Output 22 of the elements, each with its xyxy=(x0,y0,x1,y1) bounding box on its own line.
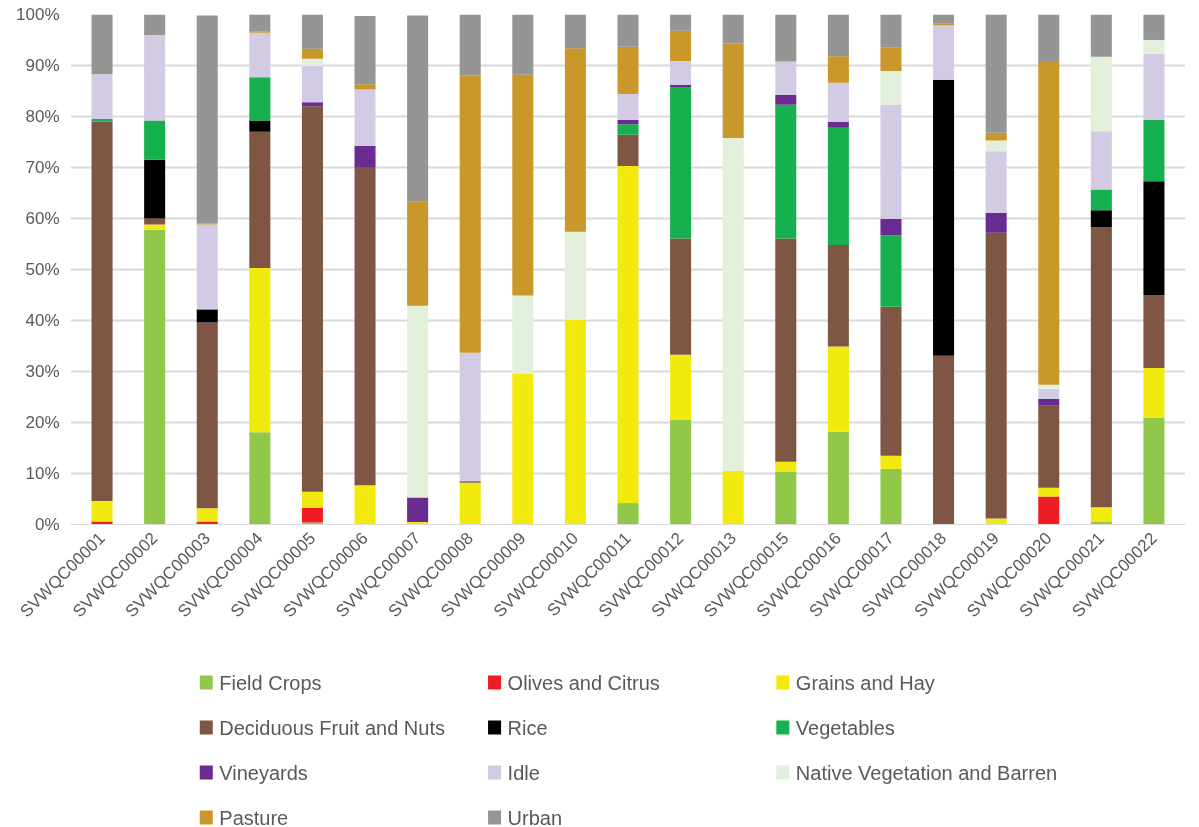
legend-label: Field Crops xyxy=(219,671,322,694)
y-tick-label: 80% xyxy=(25,107,60,126)
y-tick-label: 10% xyxy=(25,464,60,483)
legend-label: Idle xyxy=(507,761,540,784)
legend-label: Native Vegetation and Barren xyxy=(795,761,1058,784)
legend-label: Vegetables xyxy=(795,716,895,739)
y-tick-label: 100% xyxy=(16,5,60,24)
y-tick-label: 70% xyxy=(25,158,60,177)
y-tick-label: 50% xyxy=(25,260,60,279)
legend-label: Pasture xyxy=(219,806,289,827)
y-tick-label: 30% xyxy=(25,362,60,381)
y-tick-label: 20% xyxy=(25,413,60,432)
legend-label: Deciduous Fruit and Nuts xyxy=(219,716,445,739)
y-tick-label: 0% xyxy=(34,515,60,534)
y-tick-label: 60% xyxy=(25,209,60,228)
legend-label: Grains and Hay xyxy=(795,671,935,694)
legend-label: Urban xyxy=(507,806,563,827)
y-tick-label: 90% xyxy=(25,56,60,75)
legend-label: Vineyards xyxy=(219,761,308,784)
legend-label: Rice xyxy=(507,716,548,739)
legend-label: Olives and Citrus xyxy=(507,671,660,694)
y-tick-label: 40% xyxy=(25,311,60,330)
